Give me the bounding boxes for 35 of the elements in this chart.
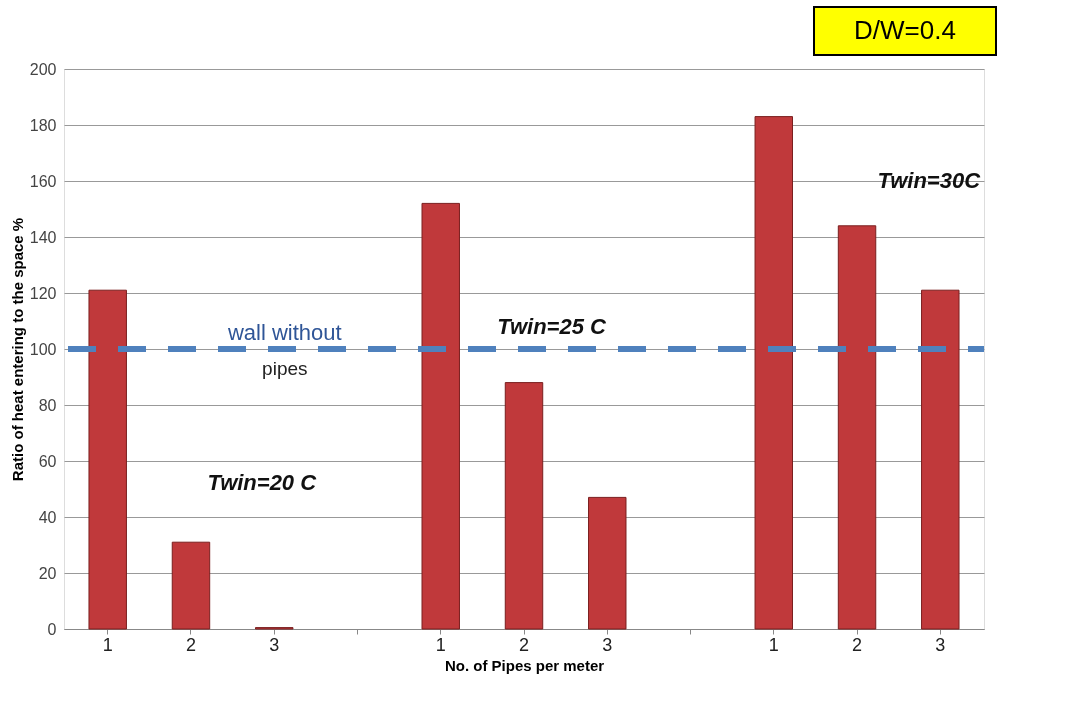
x-tick-label: 1 bbox=[435, 634, 446, 655]
bar bbox=[504, 382, 544, 630]
bar bbox=[754, 116, 794, 630]
y-tick-label: 60 bbox=[38, 452, 57, 470]
bar bbox=[921, 289, 960, 630]
annotation: Twin=20 C bbox=[207, 470, 318, 496]
annotation: Twin=30C bbox=[877, 168, 982, 193]
x-tick-label: 2 bbox=[185, 634, 196, 655]
x-tick-label: 2 bbox=[518, 634, 530, 655]
bar bbox=[88, 289, 127, 630]
y-tick-label: 200 bbox=[29, 60, 57, 78]
y-tick-label: 20 bbox=[38, 564, 57, 582]
bar bbox=[421, 202, 460, 630]
y-tick-label: 40 bbox=[38, 508, 57, 526]
x-axis-title: No. of Pipes per meter bbox=[444, 656, 605, 674]
y-tick-label: 0 bbox=[47, 620, 57, 638]
y-tick-label: 160 bbox=[29, 172, 57, 190]
bar bbox=[171, 541, 211, 630]
y-tick-label: 80 bbox=[38, 396, 57, 414]
bar bbox=[837, 225, 877, 630]
x-tick-label: 1 bbox=[102, 634, 113, 655]
ref-line-label: wall without pipes bbox=[226, 320, 342, 379]
x-tick-label: 3 bbox=[269, 634, 280, 655]
x-tick-label: 3 bbox=[935, 634, 946, 655]
x-tick-label: 2 bbox=[852, 634, 863, 655]
y-tick-label: 140 bbox=[29, 228, 57, 246]
text: D/W=0.4 bbox=[854, 15, 956, 45]
y-axis-title: Ratio of heat entering to the space % bbox=[8, 217, 26, 482]
y-tick-label: 120 bbox=[29, 284, 57, 302]
x-tick-label: 1 bbox=[768, 634, 779, 655]
y-tick-label: 180 bbox=[29, 116, 57, 134]
annotation: Twin=25 C bbox=[497, 313, 608, 339]
x-tick-label: 3 bbox=[602, 634, 613, 655]
bar bbox=[588, 496, 627, 630]
y-tick-label: 100 bbox=[29, 340, 57, 358]
